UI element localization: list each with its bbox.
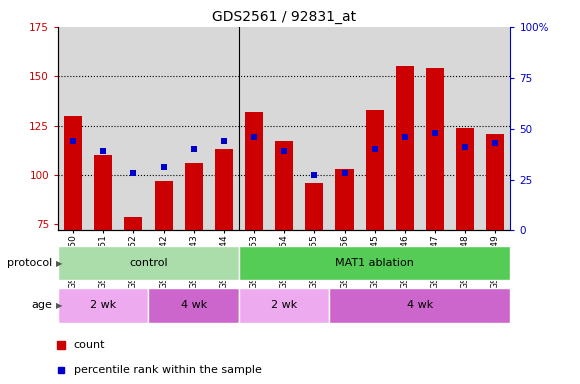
- Bar: [184, 163, 203, 230]
- Bar: [305, 183, 324, 230]
- Bar: [486, 134, 505, 230]
- Text: ▶: ▶: [56, 258, 63, 268]
- Bar: [239, 246, 510, 280]
- Bar: [365, 110, 384, 230]
- Text: ▶: ▶: [56, 301, 63, 310]
- Bar: [456, 127, 474, 230]
- Text: MAT1 ablation: MAT1 ablation: [335, 258, 414, 268]
- Text: GDS2561 / 92831_at: GDS2561 / 92831_at: [212, 10, 356, 23]
- Bar: [58, 246, 239, 280]
- Bar: [329, 288, 510, 323]
- Bar: [426, 68, 444, 230]
- Bar: [154, 181, 173, 230]
- Bar: [124, 217, 143, 230]
- Text: percentile rank within the sample: percentile rank within the sample: [74, 365, 262, 375]
- Bar: [58, 288, 148, 323]
- Bar: [396, 66, 414, 230]
- Bar: [148, 288, 239, 323]
- Bar: [94, 155, 113, 230]
- Bar: [275, 141, 293, 230]
- Bar: [239, 288, 329, 323]
- Text: count: count: [74, 340, 106, 350]
- Text: protocol: protocol: [7, 258, 52, 268]
- Bar: [64, 116, 82, 230]
- Text: control: control: [129, 258, 168, 268]
- Text: 2 wk: 2 wk: [90, 300, 117, 310]
- Bar: [215, 149, 233, 230]
- Text: 4 wk: 4 wk: [180, 300, 207, 310]
- Text: 2 wk: 2 wk: [271, 300, 298, 310]
- Text: 4 wk: 4 wk: [407, 300, 433, 310]
- Text: age: age: [31, 300, 52, 310]
- Bar: [335, 169, 354, 230]
- Bar: [245, 112, 263, 230]
